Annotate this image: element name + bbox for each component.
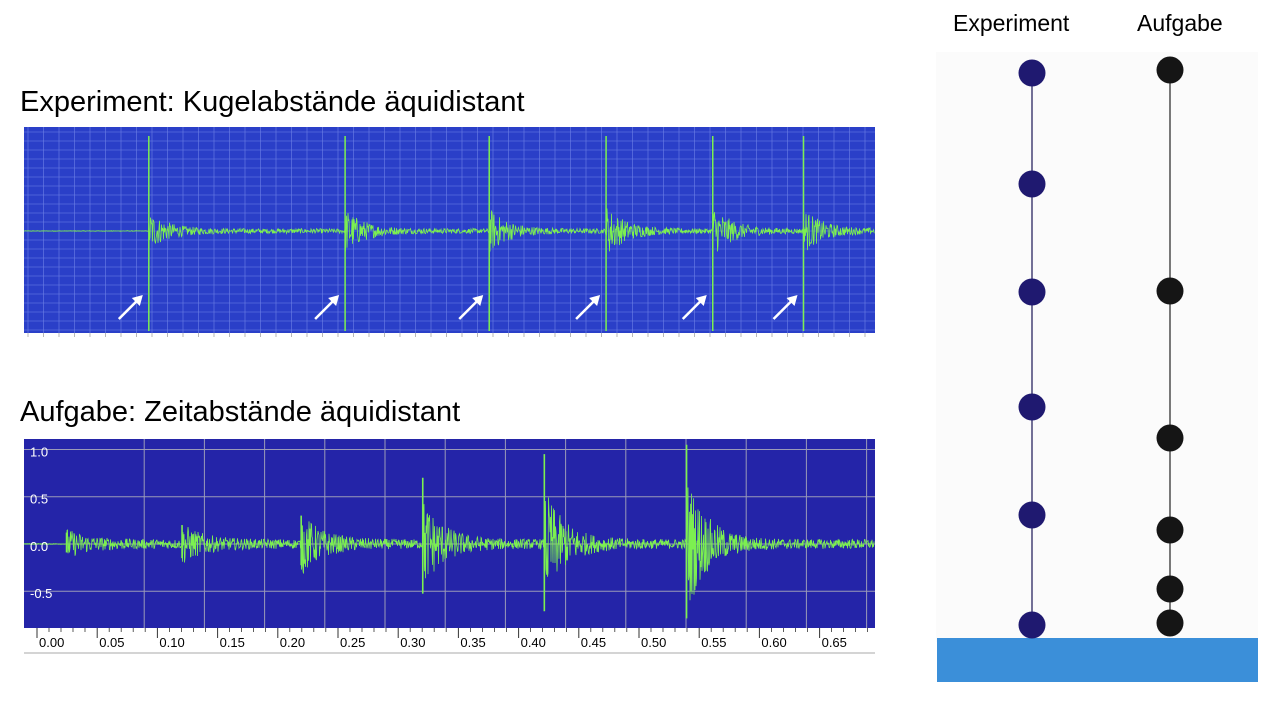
task-ball — [1156, 56, 1184, 84]
x-tick-label: 0.35 — [460, 635, 485, 650]
experiment-ball — [1018, 611, 1046, 639]
impact-arrow-shaft — [575, 298, 597, 320]
experiment-ball — [1018, 393, 1046, 421]
experiment-ball — [1018, 278, 1046, 306]
x-tick-label: 0.55 — [701, 635, 726, 650]
ground-plate — [937, 638, 1258, 682]
task-ball — [1156, 516, 1184, 544]
impact-arrow-head — [472, 295, 484, 306]
experiment-ball — [1018, 501, 1046, 529]
diagram-background — [936, 52, 1258, 642]
x-tick-label: 0.05 — [99, 635, 124, 650]
y-tick-label: 0.5 — [30, 492, 48, 507]
ball-column-diagram — [936, 0, 1278, 722]
task-waveform-chart: 1.0 0.5 0.0 -0.5 0.00 0.05 0.10 0.15 0.20 0.25 0.3… — [24, 439, 875, 656]
x-axis-strip — [24, 628, 875, 656]
task-ball — [1156, 575, 1184, 603]
impact-arrow-shaft — [681, 298, 704, 320]
x-tick-label: 0.65 — [822, 635, 847, 650]
waveform-signal — [24, 487, 875, 601]
x-tick-label: 0.30 — [400, 635, 425, 650]
task-ball — [1156, 424, 1184, 452]
task-ball — [1156, 277, 1184, 305]
experiment-column-label: Experiment — [953, 10, 1070, 36]
x-tick-label: 0.25 — [340, 635, 365, 650]
task-ball — [1156, 609, 1184, 637]
y-tick-label: -0.5 — [30, 586, 52, 601]
task-title: Aufgabe: Zeitabstände äquidistant — [20, 396, 461, 428]
y-tick-label: 1.0 — [30, 444, 48, 459]
x-tick-label: 0.40 — [521, 635, 546, 650]
impact-arrow-head — [786, 295, 798, 306]
x-tick-label: 0.20 — [280, 635, 305, 650]
x-tick-label: 0.15 — [220, 635, 245, 650]
plot-area — [24, 439, 875, 628]
impact-arrow-shaft — [772, 298, 795, 320]
impact-arrow-shaft — [314, 298, 336, 320]
x-axis-strip — [24, 333, 875, 343]
impact-arrow-head — [131, 295, 143, 306]
x-tick-label: 0.45 — [581, 635, 606, 650]
experiment-title: Experiment: Kugelabstände äquidistant — [20, 86, 525, 118]
waveform-signal — [24, 208, 875, 252]
impact-arrow-shaft — [117, 298, 140, 320]
x-tick-label: 0.10 — [159, 635, 184, 650]
y-tick-label: 0.0 — [30, 539, 48, 554]
experiment-ball — [1018, 170, 1046, 198]
impact-arrow-head — [328, 295, 340, 306]
task-column-label: Aufgabe — [1137, 10, 1223, 36]
x-tick-label: 0.00 — [39, 635, 64, 650]
x-tick-label: 0.60 — [761, 635, 786, 650]
impact-arrow-head — [695, 295, 707, 306]
experiment-waveform-chart — [24, 127, 875, 343]
x-tick-label: 0.50 — [641, 635, 666, 650]
experiment-ball — [1018, 59, 1046, 87]
impact-arrow-head — [589, 295, 601, 306]
impact-arrow-shaft — [458, 298, 481, 320]
